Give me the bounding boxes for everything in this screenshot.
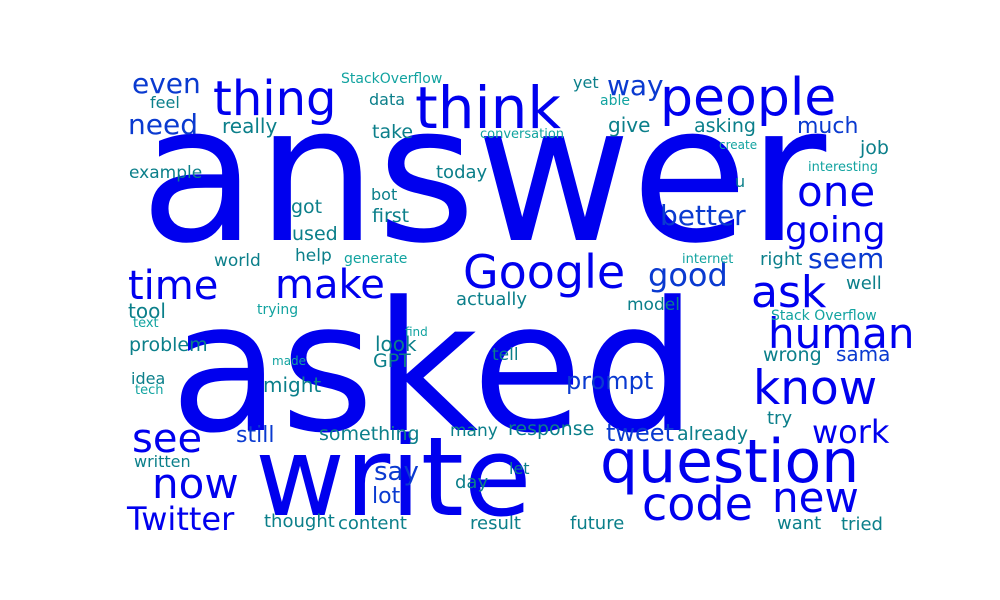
word-prompt: prompt: [566, 367, 653, 395]
word-interesting: interesting: [808, 160, 878, 175]
word-trying: trying: [257, 302, 298, 318]
word-day: day: [455, 472, 488, 493]
word-data: data: [369, 90, 405, 109]
word-way: way: [607, 69, 664, 102]
word-generate: generate: [344, 251, 407, 267]
word-text: text: [133, 316, 159, 331]
word-tell: tell: [492, 345, 519, 365]
word-work: work: [812, 413, 890, 451]
word-response: response: [508, 418, 594, 440]
word-take: take: [372, 121, 413, 143]
word-problem: problem: [129, 334, 208, 356]
word-human: human: [768, 309, 915, 358]
word-lot: lot: [372, 484, 401, 509]
word-internet: internet: [682, 252, 733, 267]
word-really: really: [222, 114, 277, 138]
word-stackoverflow: StackOverflow: [341, 71, 442, 87]
word-feel: feel: [150, 93, 180, 112]
word-let: let: [509, 459, 530, 478]
word-now: now: [152, 459, 239, 508]
word-well: well: [846, 273, 882, 294]
word-one: one: [797, 167, 875, 216]
word-thought: thought: [264, 511, 335, 532]
word-content: content: [338, 513, 407, 534]
word-twitter: Twitter: [126, 500, 235, 538]
word-example: example: [129, 163, 202, 183]
word-model: model: [627, 295, 680, 315]
word-got: got: [291, 196, 322, 218]
word-look: look: [375, 332, 417, 356]
word-result: result: [470, 513, 521, 534]
word-world: world: [214, 251, 261, 271]
word-question: question: [600, 427, 859, 497]
word-gpt: GPT: [373, 350, 411, 372]
word-used: used: [292, 223, 338, 245]
word-seem: seem: [808, 242, 884, 275]
word-code: code: [642, 477, 753, 531]
word-many: many: [450, 421, 498, 441]
word-able: able: [600, 93, 630, 109]
word-see: see: [132, 416, 202, 462]
word-time: time: [128, 263, 218, 309]
word-new: new: [772, 473, 859, 522]
word-want: want: [777, 513, 821, 534]
word-try: try: [767, 408, 792, 429]
word-yet: yet: [573, 73, 599, 92]
word-tweet: tweet: [606, 419, 674, 447]
word-future: future: [570, 513, 624, 534]
word-written: written: [134, 452, 191, 471]
word-sama: sama: [836, 342, 890, 366]
word-better: better: [660, 199, 746, 232]
word-already: already: [677, 423, 748, 445]
word-still: still: [236, 423, 274, 448]
word-asked: asked: [170, 264, 697, 473]
word-find: find: [405, 325, 428, 339]
word-tool: tool: [128, 299, 166, 323]
word-idea: idea: [131, 369, 165, 388]
word-right: right: [760, 249, 802, 270]
word-tried: tried: [841, 514, 883, 535]
word-stack-overflow: Stack Overflow: [771, 308, 877, 324]
word-write: write: [255, 413, 532, 541]
word-asking: asking: [694, 115, 756, 137]
word-say: say: [374, 457, 419, 487]
word-good: good: [648, 256, 728, 294]
word-ask: ask: [751, 267, 827, 318]
word-might: might: [263, 373, 321, 397]
word-need: need: [128, 108, 198, 141]
word-help: help: [295, 246, 332, 266]
word-conversation: conversation: [480, 127, 564, 142]
word-much: much: [797, 114, 858, 139]
word-job: job: [859, 137, 889, 159]
word-today: today: [436, 162, 488, 183]
word-thing: thing: [213, 71, 336, 127]
word-u: u: [735, 172, 745, 191]
word-made: made: [272, 354, 306, 368]
word-create: create: [719, 138, 757, 152]
word-give: give: [608, 113, 650, 137]
word-think: think: [415, 74, 561, 142]
word-answer: answer: [140, 64, 827, 285]
word-people: people: [660, 68, 836, 128]
word-something: something: [319, 423, 420, 445]
word-bot: bot: [371, 185, 397, 204]
word-wrong: wrong: [763, 344, 822, 366]
word-google: Google: [463, 245, 625, 299]
word-make: make: [275, 262, 385, 308]
word-even: even: [132, 67, 201, 100]
word-going: going: [785, 210, 886, 251]
word-tech: tech: [135, 383, 163, 398]
word-know: know: [753, 361, 877, 416]
word-first: first: [372, 205, 409, 227]
word-actually: actually: [456, 289, 527, 310]
